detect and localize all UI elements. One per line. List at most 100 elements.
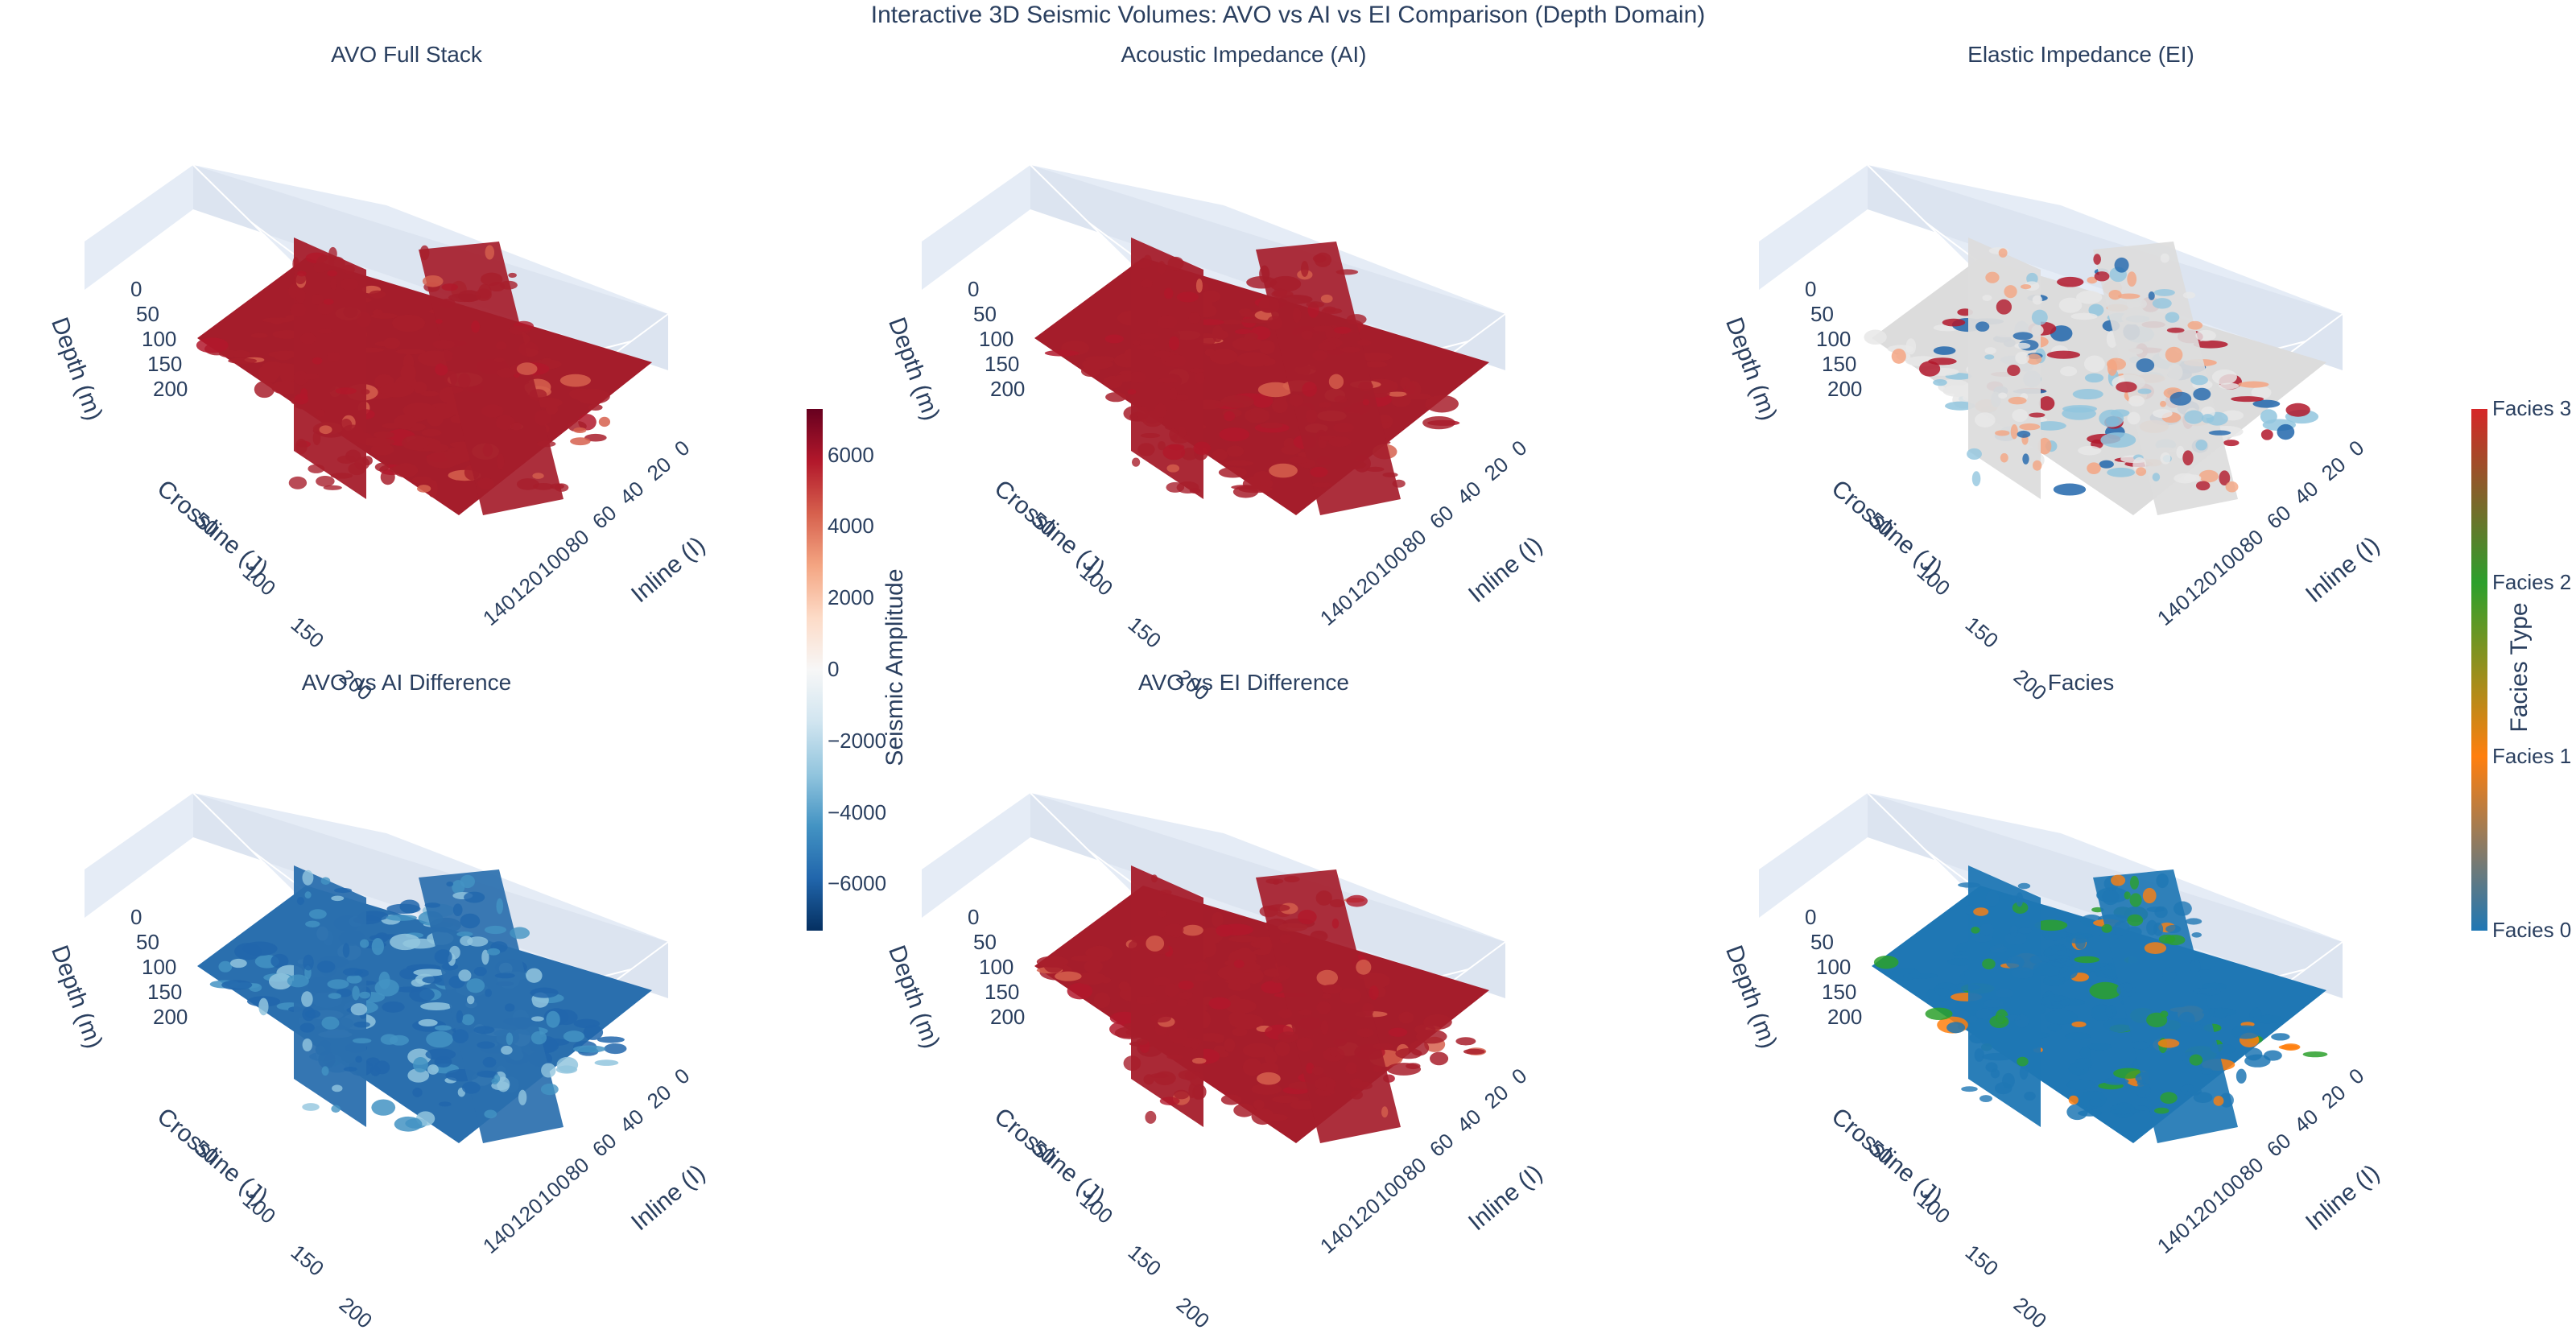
slice-texture bbox=[1043, 956, 1064, 973]
volume-scene-5[interactable] bbox=[922, 792, 1506, 1143]
volume-scene-1[interactable] bbox=[85, 164, 669, 515]
slice-texture bbox=[2019, 1064, 2029, 1080]
slice-texture bbox=[422, 976, 443, 984]
crossline-slice bbox=[2093, 869, 2238, 1143]
slice-texture bbox=[501, 1045, 513, 1055]
slice-texture bbox=[460, 935, 473, 946]
slice-texture bbox=[1386, 1063, 1422, 1076]
slice-texture bbox=[1864, 329, 1887, 345]
depth-tick-label: 0 bbox=[130, 905, 142, 929]
slice-texture bbox=[508, 272, 517, 278]
slice-texture bbox=[409, 987, 435, 1002]
slice-texture bbox=[2162, 967, 2177, 981]
slice-texture bbox=[1159, 890, 1172, 895]
slice-texture bbox=[228, 357, 258, 364]
volume-scene-6[interactable] bbox=[1759, 792, 2343, 1143]
slice-texture bbox=[2142, 887, 2157, 904]
volume-scene-2[interactable] bbox=[922, 164, 1506, 515]
facies-tick-label: Facies 2 bbox=[2492, 570, 2572, 594]
slice-texture bbox=[516, 362, 538, 375]
slice-texture bbox=[1919, 361, 1941, 377]
slice-texture bbox=[374, 341, 397, 347]
slice-texture bbox=[1322, 993, 1331, 1000]
slice-texture bbox=[2198, 469, 2219, 483]
slice-texture bbox=[1306, 301, 1325, 308]
slice-texture bbox=[250, 332, 268, 338]
slice-texture bbox=[336, 455, 356, 464]
slice-texture bbox=[2252, 399, 2281, 408]
slice-texture bbox=[1979, 1095, 1992, 1103]
crossline-slice bbox=[1256, 242, 1401, 515]
volume-scene-4[interactable] bbox=[85, 792, 669, 1143]
slice-texture bbox=[1118, 981, 1130, 991]
slice-texture bbox=[1381, 1106, 1389, 1118]
slice-texture bbox=[297, 271, 307, 277]
slice-texture bbox=[318, 328, 334, 334]
slice-texture bbox=[556, 1056, 579, 1073]
slice-texture bbox=[374, 462, 390, 472]
slice-texture bbox=[1326, 1077, 1335, 1094]
slice-texture bbox=[495, 415, 515, 431]
slice-texture bbox=[380, 1034, 398, 1045]
slice-texture bbox=[319, 425, 332, 435]
slice-texture bbox=[1216, 924, 1233, 937]
slice-texture bbox=[412, 1087, 423, 1097]
slice-texture bbox=[1967, 1015, 1978, 1022]
slice-texture bbox=[2034, 421, 2066, 431]
slice-texture bbox=[497, 1076, 510, 1092]
slice-texture bbox=[290, 303, 307, 317]
slice-texture bbox=[2043, 931, 2073, 938]
slice-texture bbox=[2190, 374, 2208, 386]
slice-texture bbox=[270, 953, 289, 968]
slice-texture bbox=[441, 283, 459, 291]
slice-texture bbox=[1145, 1110, 1157, 1124]
slice-texture bbox=[456, 931, 473, 937]
slice-texture bbox=[1146, 935, 1165, 952]
slice-texture bbox=[2208, 430, 2231, 436]
slice-texture bbox=[2249, 1007, 2262, 1023]
slice-texture bbox=[231, 349, 250, 358]
slice-texture bbox=[1228, 1010, 1248, 1026]
depth-tick-label: 50 bbox=[136, 302, 159, 326]
slice-texture bbox=[2038, 396, 2055, 411]
slice-texture bbox=[1157, 315, 1178, 329]
slice-texture bbox=[342, 264, 355, 275]
slice-texture bbox=[2190, 1023, 2204, 1030]
slice-texture bbox=[288, 476, 308, 489]
slice-texture bbox=[1392, 479, 1406, 488]
slice-texture bbox=[1084, 960, 1103, 973]
slice-texture bbox=[374, 1060, 390, 1075]
slice-texture bbox=[2070, 312, 2098, 320]
slice-texture bbox=[458, 373, 471, 389]
slice-texture bbox=[1163, 287, 1174, 299]
slice-texture bbox=[1178, 980, 1194, 990]
facies-tick-label: Facies 0 bbox=[2492, 918, 2572, 942]
slice-texture bbox=[2078, 445, 2102, 456]
slice-texture bbox=[1170, 387, 1178, 401]
slice-texture bbox=[1289, 456, 1309, 464]
slice-texture bbox=[333, 887, 353, 894]
slice-texture bbox=[355, 1055, 362, 1063]
slice-texture bbox=[1158, 378, 1178, 383]
slice-texture bbox=[1154, 1071, 1176, 1086]
slice-texture bbox=[1278, 1031, 1298, 1043]
subplot-title: AVO vs EI Difference bbox=[1138, 670, 1349, 695]
slice-texture bbox=[411, 978, 426, 987]
slice-texture bbox=[1269, 463, 1298, 478]
slice-texture bbox=[394, 1116, 423, 1132]
slice-texture bbox=[1174, 394, 1189, 401]
slice-texture bbox=[2045, 1010, 2078, 1025]
slice-texture bbox=[2201, 414, 2215, 423]
slice-texture bbox=[371, 938, 384, 956]
slice-texture bbox=[1346, 314, 1367, 325]
slice-texture bbox=[2017, 882, 2031, 890]
slice-texture bbox=[422, 275, 444, 287]
subplot-title: AVO vs AI Difference bbox=[301, 670, 512, 695]
slice-texture bbox=[509, 325, 531, 335]
slice-texture bbox=[2178, 1011, 2195, 1027]
slice-texture bbox=[1356, 1081, 1373, 1090]
slice-texture bbox=[1137, 443, 1155, 456]
volume-scene-3[interactable] bbox=[1759, 164, 2343, 515]
slice-texture bbox=[1262, 1113, 1288, 1121]
slice-texture bbox=[1150, 874, 1158, 883]
